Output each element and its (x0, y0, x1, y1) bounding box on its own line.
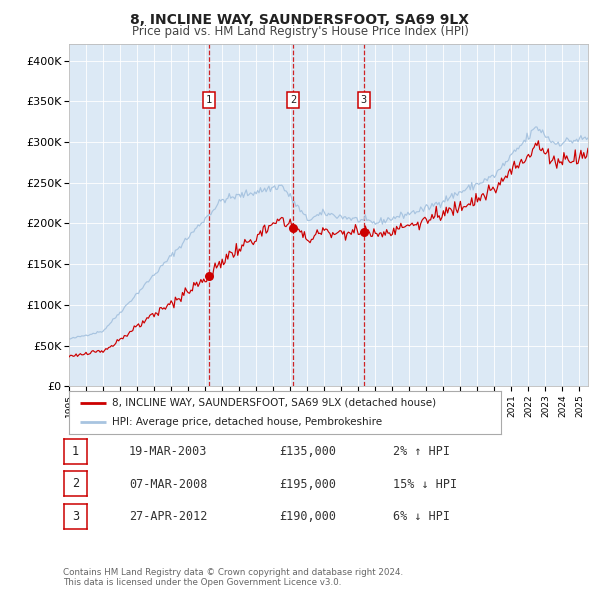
Text: Contains HM Land Registry data © Crown copyright and database right 2024.
This d: Contains HM Land Registry data © Crown c… (63, 568, 403, 587)
Text: 6% ↓ HPI: 6% ↓ HPI (393, 510, 450, 523)
Text: 27-APR-2012: 27-APR-2012 (129, 510, 208, 523)
Text: 8, INCLINE WAY, SAUNDERSFOOT, SA69 9LX (detached house): 8, INCLINE WAY, SAUNDERSFOOT, SA69 9LX (… (112, 398, 436, 408)
Text: 1: 1 (206, 94, 212, 104)
Text: 15% ↓ HPI: 15% ↓ HPI (393, 478, 457, 491)
Text: 07-MAR-2008: 07-MAR-2008 (129, 478, 208, 491)
Text: 8, INCLINE WAY, SAUNDERSFOOT, SA69 9LX: 8, INCLINE WAY, SAUNDERSFOOT, SA69 9LX (131, 13, 470, 27)
Text: 2: 2 (290, 94, 296, 104)
Text: £195,000: £195,000 (279, 478, 336, 491)
Text: 19-MAR-2003: 19-MAR-2003 (129, 445, 208, 458)
Text: HPI: Average price, detached house, Pembrokeshire: HPI: Average price, detached house, Pemb… (112, 417, 382, 427)
Text: 2% ↑ HPI: 2% ↑ HPI (393, 445, 450, 458)
Text: £135,000: £135,000 (279, 445, 336, 458)
Text: £190,000: £190,000 (279, 510, 336, 523)
Text: 2: 2 (72, 477, 79, 490)
Text: Price paid vs. HM Land Registry's House Price Index (HPI): Price paid vs. HM Land Registry's House … (131, 25, 469, 38)
Text: 3: 3 (361, 94, 367, 104)
Text: 3: 3 (72, 510, 79, 523)
Text: 1: 1 (72, 445, 79, 458)
